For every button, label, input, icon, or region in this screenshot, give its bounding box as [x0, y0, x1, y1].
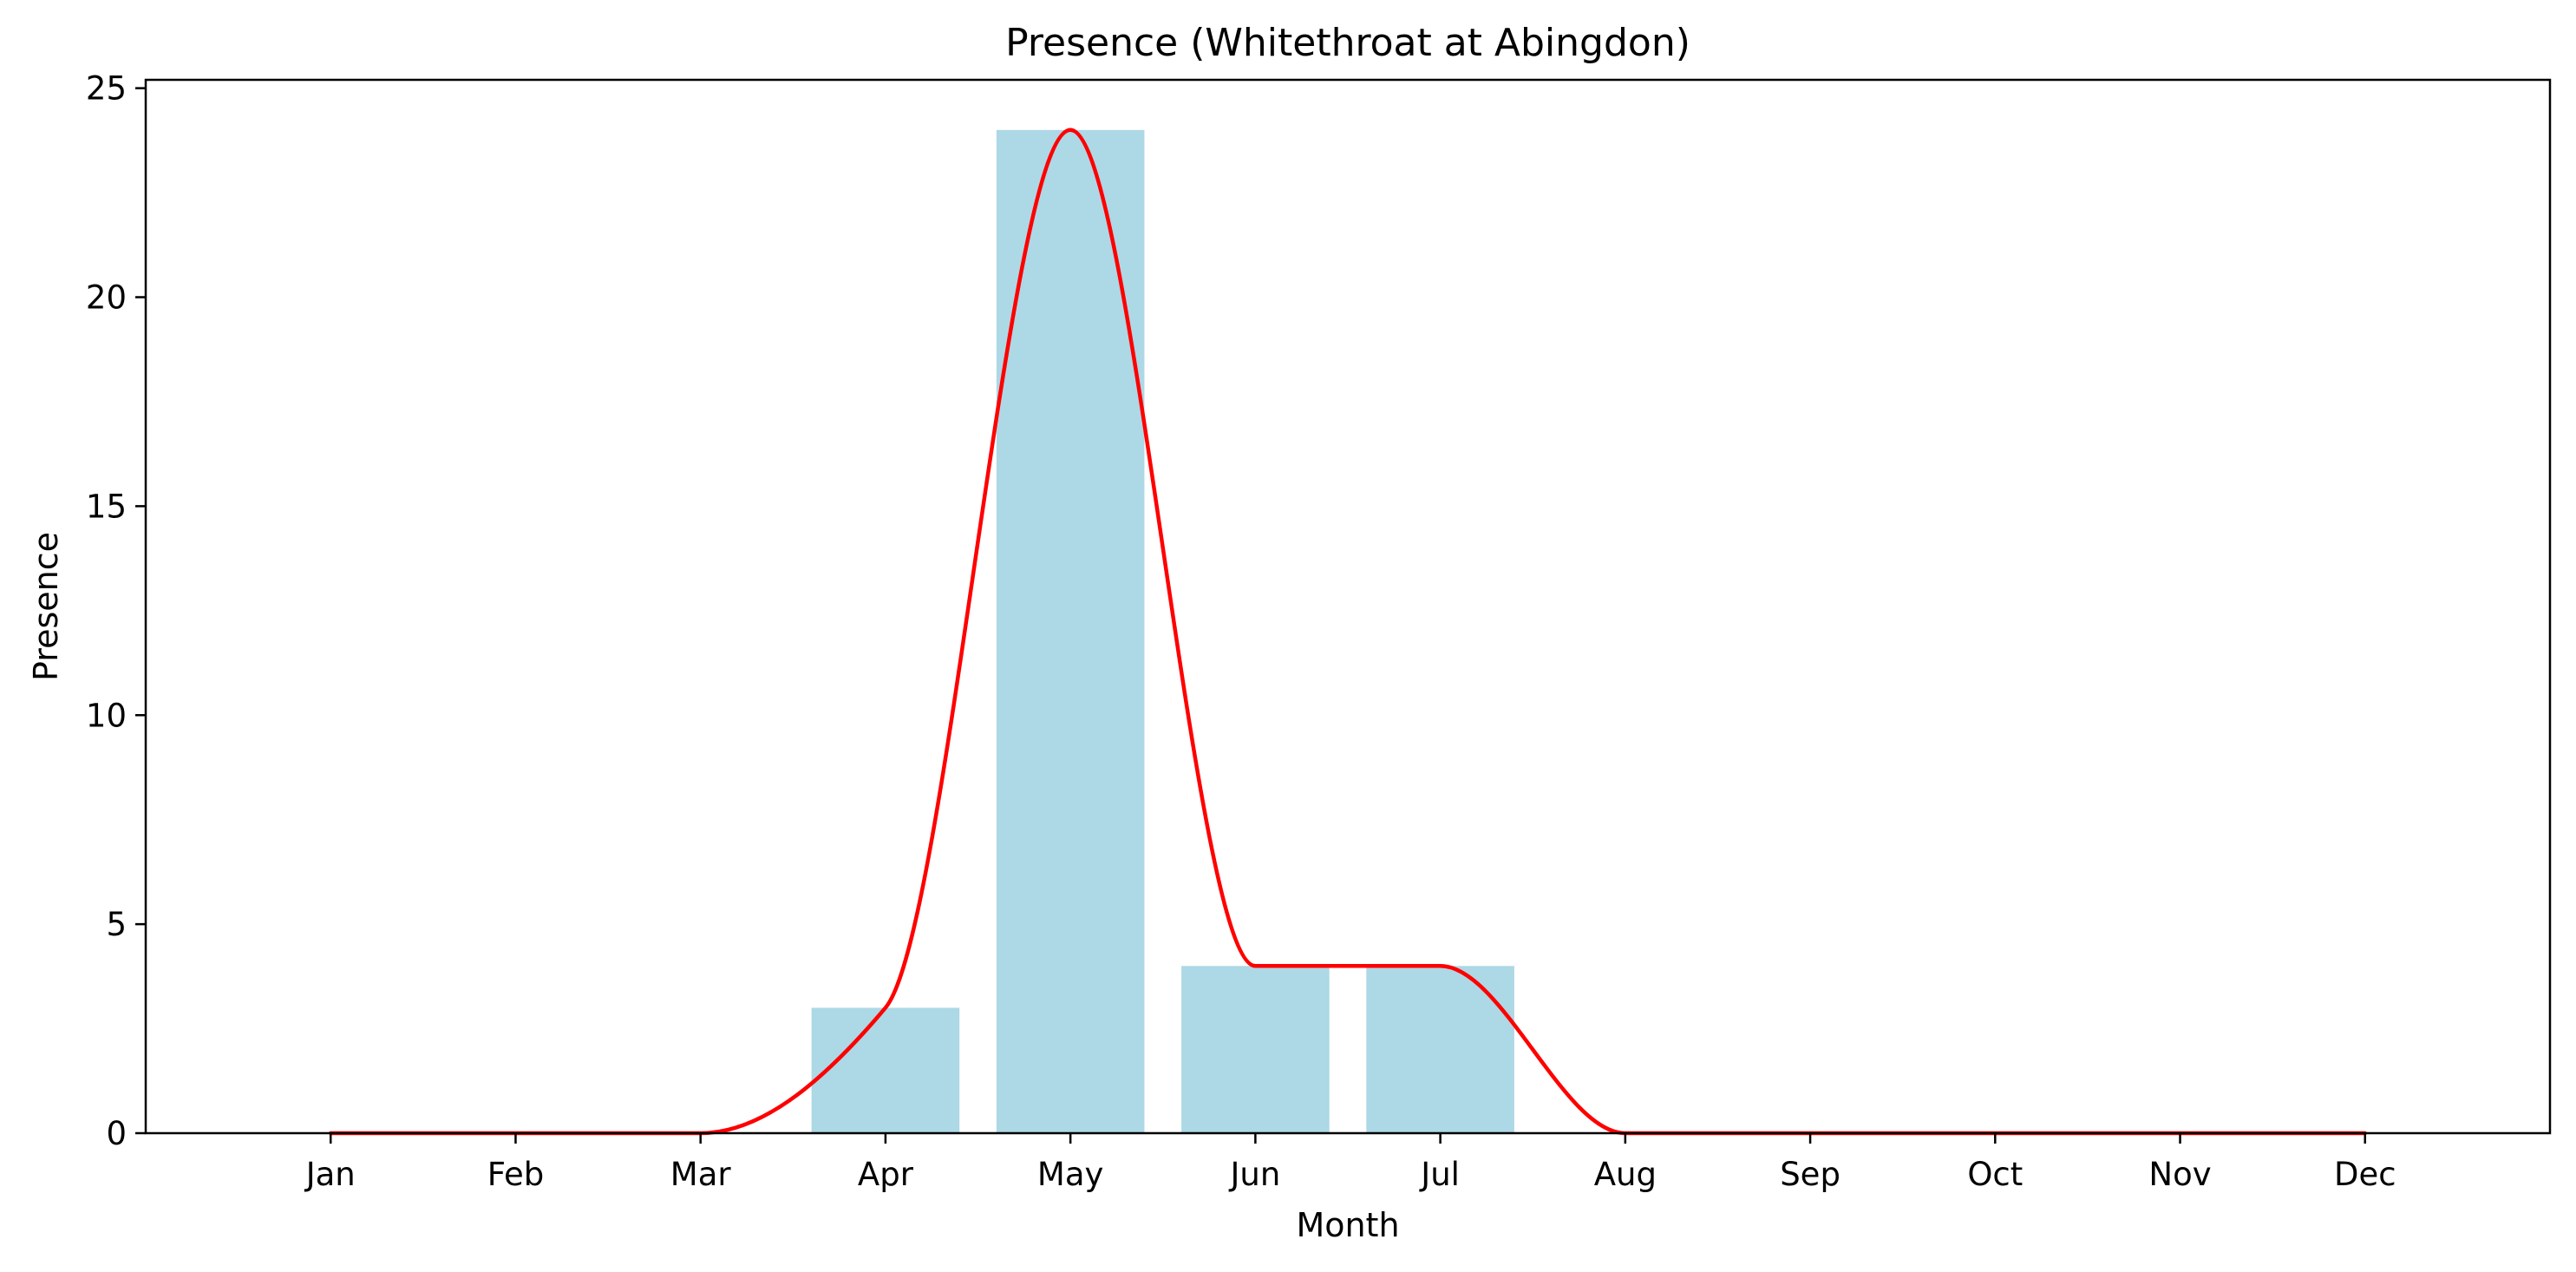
bar-apr: [811, 1007, 960, 1133]
x-tick-label-mar: Mar: [670, 1156, 732, 1193]
plot-frame: [144, 78, 2552, 1135]
y-tick-label-25: 25: [86, 70, 127, 108]
x-tick-label-oct: Oct: [1967, 1156, 2023, 1193]
x-tick-label-nov: Nov: [2148, 1156, 2211, 1193]
bar-jul: [1366, 966, 1514, 1133]
x-tick-label-aug: Aug: [1594, 1156, 1657, 1193]
bar-may: [996, 129, 1145, 1133]
x-axis: Jan Feb Mar Apr May Jun Jul Aug Sep Oct Nov Dec: [304, 1133, 2396, 1193]
x-tick-label-jan: Jan: [304, 1156, 356, 1193]
y-tick-label-15: 15: [86, 488, 127, 525]
x-tick-label-dec: Dec: [2334, 1156, 2396, 1193]
x-tick-label-may: May: [1037, 1156, 1104, 1193]
smoothed-presence-line: [328, 128, 2368, 1136]
x-tick-label-jun: Jun: [1228, 1156, 1280, 1193]
bar-jun: [1181, 966, 1330, 1133]
y-tick-label-0: 0: [106, 1115, 127, 1152]
x-tick-label-apr: Apr: [858, 1156, 914, 1193]
y-axis: 0 5 10 15 20 25: [86, 70, 146, 1152]
chart-title: Presence (Whitethroat at Abingdon): [1005, 21, 1690, 65]
x-tick-label-jul: Jul: [1419, 1156, 1460, 1193]
y-axis-label: Presence: [27, 532, 65, 681]
y-tick-label-5: 5: [106, 906, 127, 943]
bars-group: [811, 129, 1514, 1133]
x-tick-label-sep: Sep: [1780, 1156, 1840, 1193]
x-axis-label: Month: [1296, 1206, 1399, 1244]
y-tick-label-10: 10: [86, 697, 127, 734]
x-tick-label-feb: Feb: [487, 1156, 545, 1193]
y-tick-label-20: 20: [86, 279, 127, 317]
